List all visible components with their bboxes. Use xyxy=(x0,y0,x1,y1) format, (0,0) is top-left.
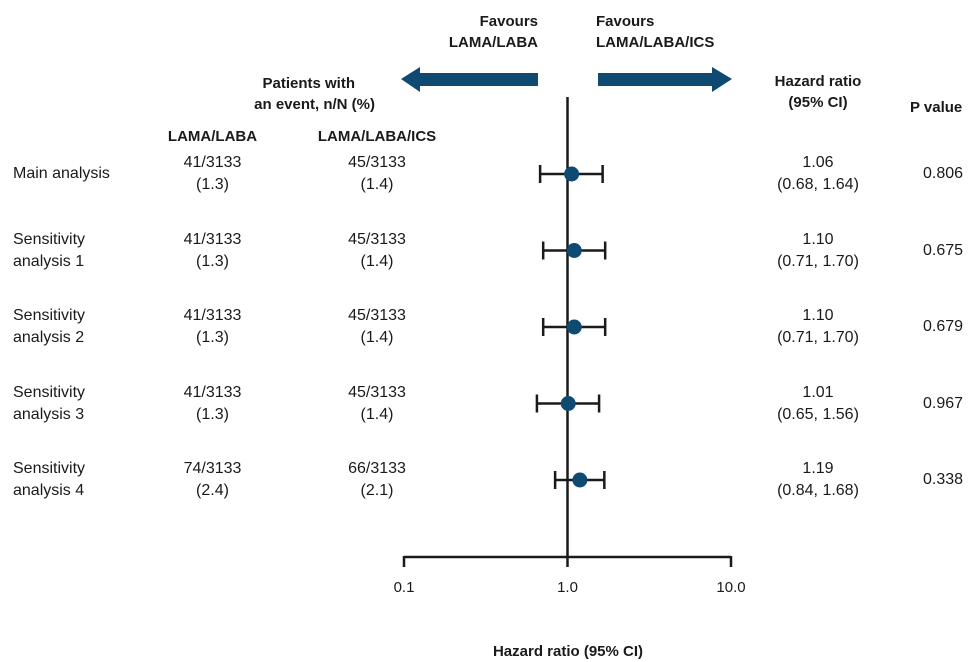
hr-header-line1: Hazard ratio xyxy=(774,73,862,90)
ics-count: 45/3133 xyxy=(348,307,406,324)
p-value: 0.967 xyxy=(922,394,964,412)
ics-count: 45/3133 xyxy=(348,154,406,171)
hr-ci: (0.71, 1.70) xyxy=(777,252,859,270)
favours-right-arrow xyxy=(598,67,732,92)
ics-percent: (1.4) xyxy=(360,405,394,423)
x-tick-label-1: 0.1 xyxy=(394,579,415,596)
x-tick-label-2: 1.0 xyxy=(557,579,578,596)
laba-count: 41/3133 xyxy=(183,307,242,324)
laba-percent: (1.3) xyxy=(196,252,229,270)
ics-percent: (2.1) xyxy=(360,482,394,499)
x-tick-label-3: 10.0 xyxy=(716,579,745,596)
hr-value: 1.06 xyxy=(802,154,834,171)
laba-percent: (1.3) xyxy=(196,176,229,193)
row-label-line2: analysis 3 xyxy=(13,405,85,423)
hr-value: 1.19 xyxy=(802,460,834,477)
laba-count: 41/3133 xyxy=(183,230,242,248)
row-label-line1: Sensitivity xyxy=(13,383,86,401)
row-label-line2: analysis 1 xyxy=(13,252,85,270)
patients-header-line1: Patients with xyxy=(262,75,355,92)
hr-point-4 xyxy=(560,396,576,411)
col-header-lama-laba-ics: LAMA/LABA/ICS xyxy=(317,128,437,145)
hr-value: 1.10 xyxy=(802,230,834,248)
hr-value: 1.01 xyxy=(802,383,834,401)
ics-percent: (1.4) xyxy=(360,252,394,270)
row-label-line1: Main analysis xyxy=(13,165,110,182)
x-axis-ticks: 0.1 1.0 10.0 xyxy=(394,556,746,596)
ics-count: 66/3133 xyxy=(348,460,406,477)
p-value: 0.338 xyxy=(922,471,964,488)
hr-ci: (0.71, 1.70) xyxy=(777,329,859,346)
forest-marks xyxy=(535,165,607,489)
row-label-line2: analysis 4 xyxy=(13,482,85,499)
row-label-line1: Sensitivity xyxy=(13,307,86,324)
p-value: 0.675 xyxy=(922,241,964,259)
x-axis-title: Hazard ratio (95% CI) xyxy=(493,643,643,660)
laba-percent: (1.3) xyxy=(196,405,229,423)
laba-percent: (2.4) xyxy=(196,482,229,499)
hr-point-5 xyxy=(572,472,588,488)
ics-percent: (1.4) xyxy=(360,329,394,346)
col-header-lama-laba: LAMA/LABA xyxy=(167,128,258,145)
favours-right-line2: LAMA/LABA/ICS xyxy=(596,34,715,51)
favours-right-line1: Favours xyxy=(596,13,655,30)
ics-percent: (1.4) xyxy=(360,176,394,193)
hr-ci: (0.84, 1.68) xyxy=(777,482,859,499)
ics-count: 45/3133 xyxy=(348,230,406,248)
pvalue-header: P value xyxy=(910,99,963,116)
laba-count: 41/3133 xyxy=(183,383,242,401)
hr-ci: (0.65, 1.56) xyxy=(777,405,859,423)
laba-count: 41/3133 xyxy=(183,154,242,171)
hr-ci: (0.68, 1.64) xyxy=(777,176,859,193)
laba-percent: (1.3) xyxy=(196,329,229,346)
hr-point-2 xyxy=(566,243,582,258)
hr-point-3 xyxy=(566,319,582,335)
patients-header-line2: an event, n/N (%) xyxy=(254,96,375,113)
row-label-line2: analysis 2 xyxy=(13,329,85,346)
laba-count: 74/3133 xyxy=(183,460,242,477)
favours-left-line1: Favours xyxy=(479,13,538,30)
p-value: 0.679 xyxy=(922,318,964,335)
favours-left-arrow xyxy=(401,67,538,92)
favours-left-line2: LAMA/LABA xyxy=(448,34,538,51)
row-label-line1: Sensitivity xyxy=(13,230,86,248)
row-label-line1: Sensitivity xyxy=(13,460,86,477)
p-value: 0.806 xyxy=(922,165,964,182)
hr-header-line2: (95% CI) xyxy=(788,94,848,111)
hr-value: 1.10 xyxy=(802,307,834,324)
ics-count: 45/3133 xyxy=(348,383,406,401)
hr-point-1 xyxy=(564,166,580,182)
